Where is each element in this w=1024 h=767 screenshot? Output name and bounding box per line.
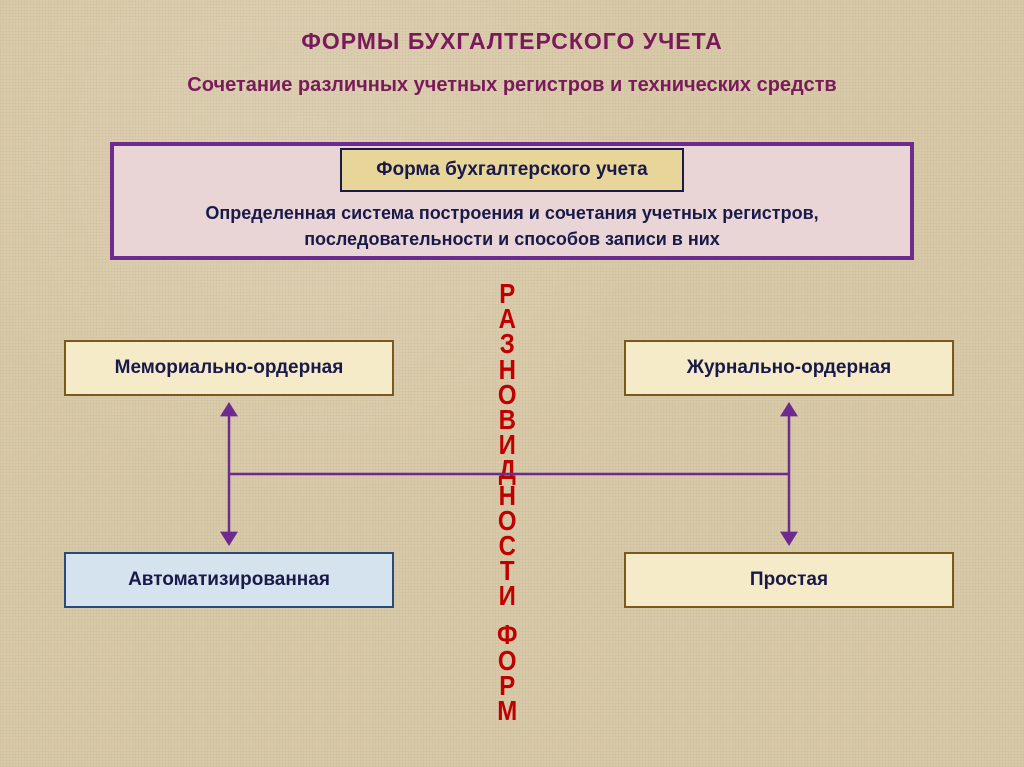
connectors bbox=[0, 0, 1024, 767]
